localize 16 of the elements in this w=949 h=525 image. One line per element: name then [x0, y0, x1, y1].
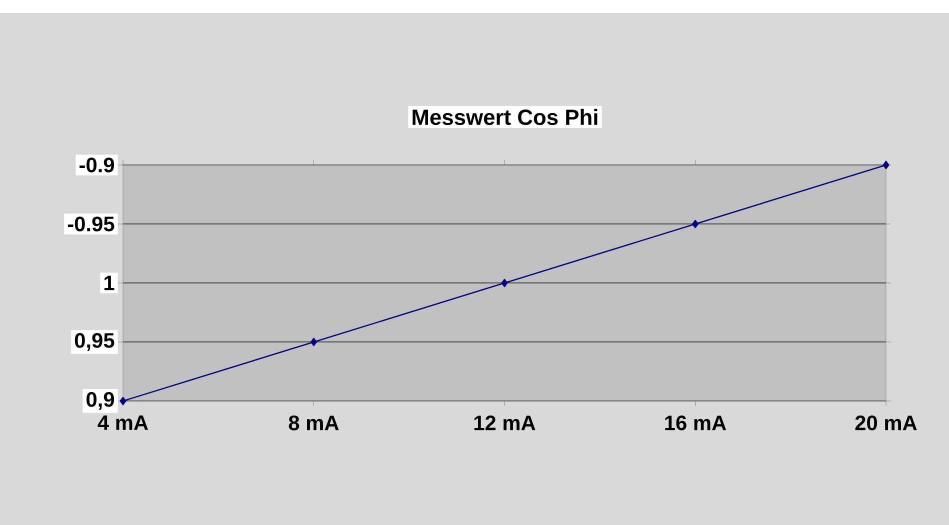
point — [882, 160, 890, 170]
x-tick-label: 4 mA — [98, 416, 148, 430]
text: 1 — [104, 276, 114, 290]
text: -0.95 — [68, 216, 114, 232]
x-tick-label: 20 mA — [855, 416, 917, 430]
x-tick-label: 12 mA — [474, 416, 536, 430]
chart-title: Messwert Cos Phi — [412, 108, 598, 126]
x-tick-label: 8 mA — [288, 416, 339, 430]
text: -0.9 — [80, 158, 114, 172]
text: 0,9 — [86, 392, 114, 410]
point — [501, 278, 508, 288]
text: 0,95 — [74, 333, 114, 351]
point — [692, 220, 699, 228]
x-tick-label: 16 mA — [665, 416, 726, 430]
point — [310, 338, 318, 346]
point — [120, 396, 126, 406]
